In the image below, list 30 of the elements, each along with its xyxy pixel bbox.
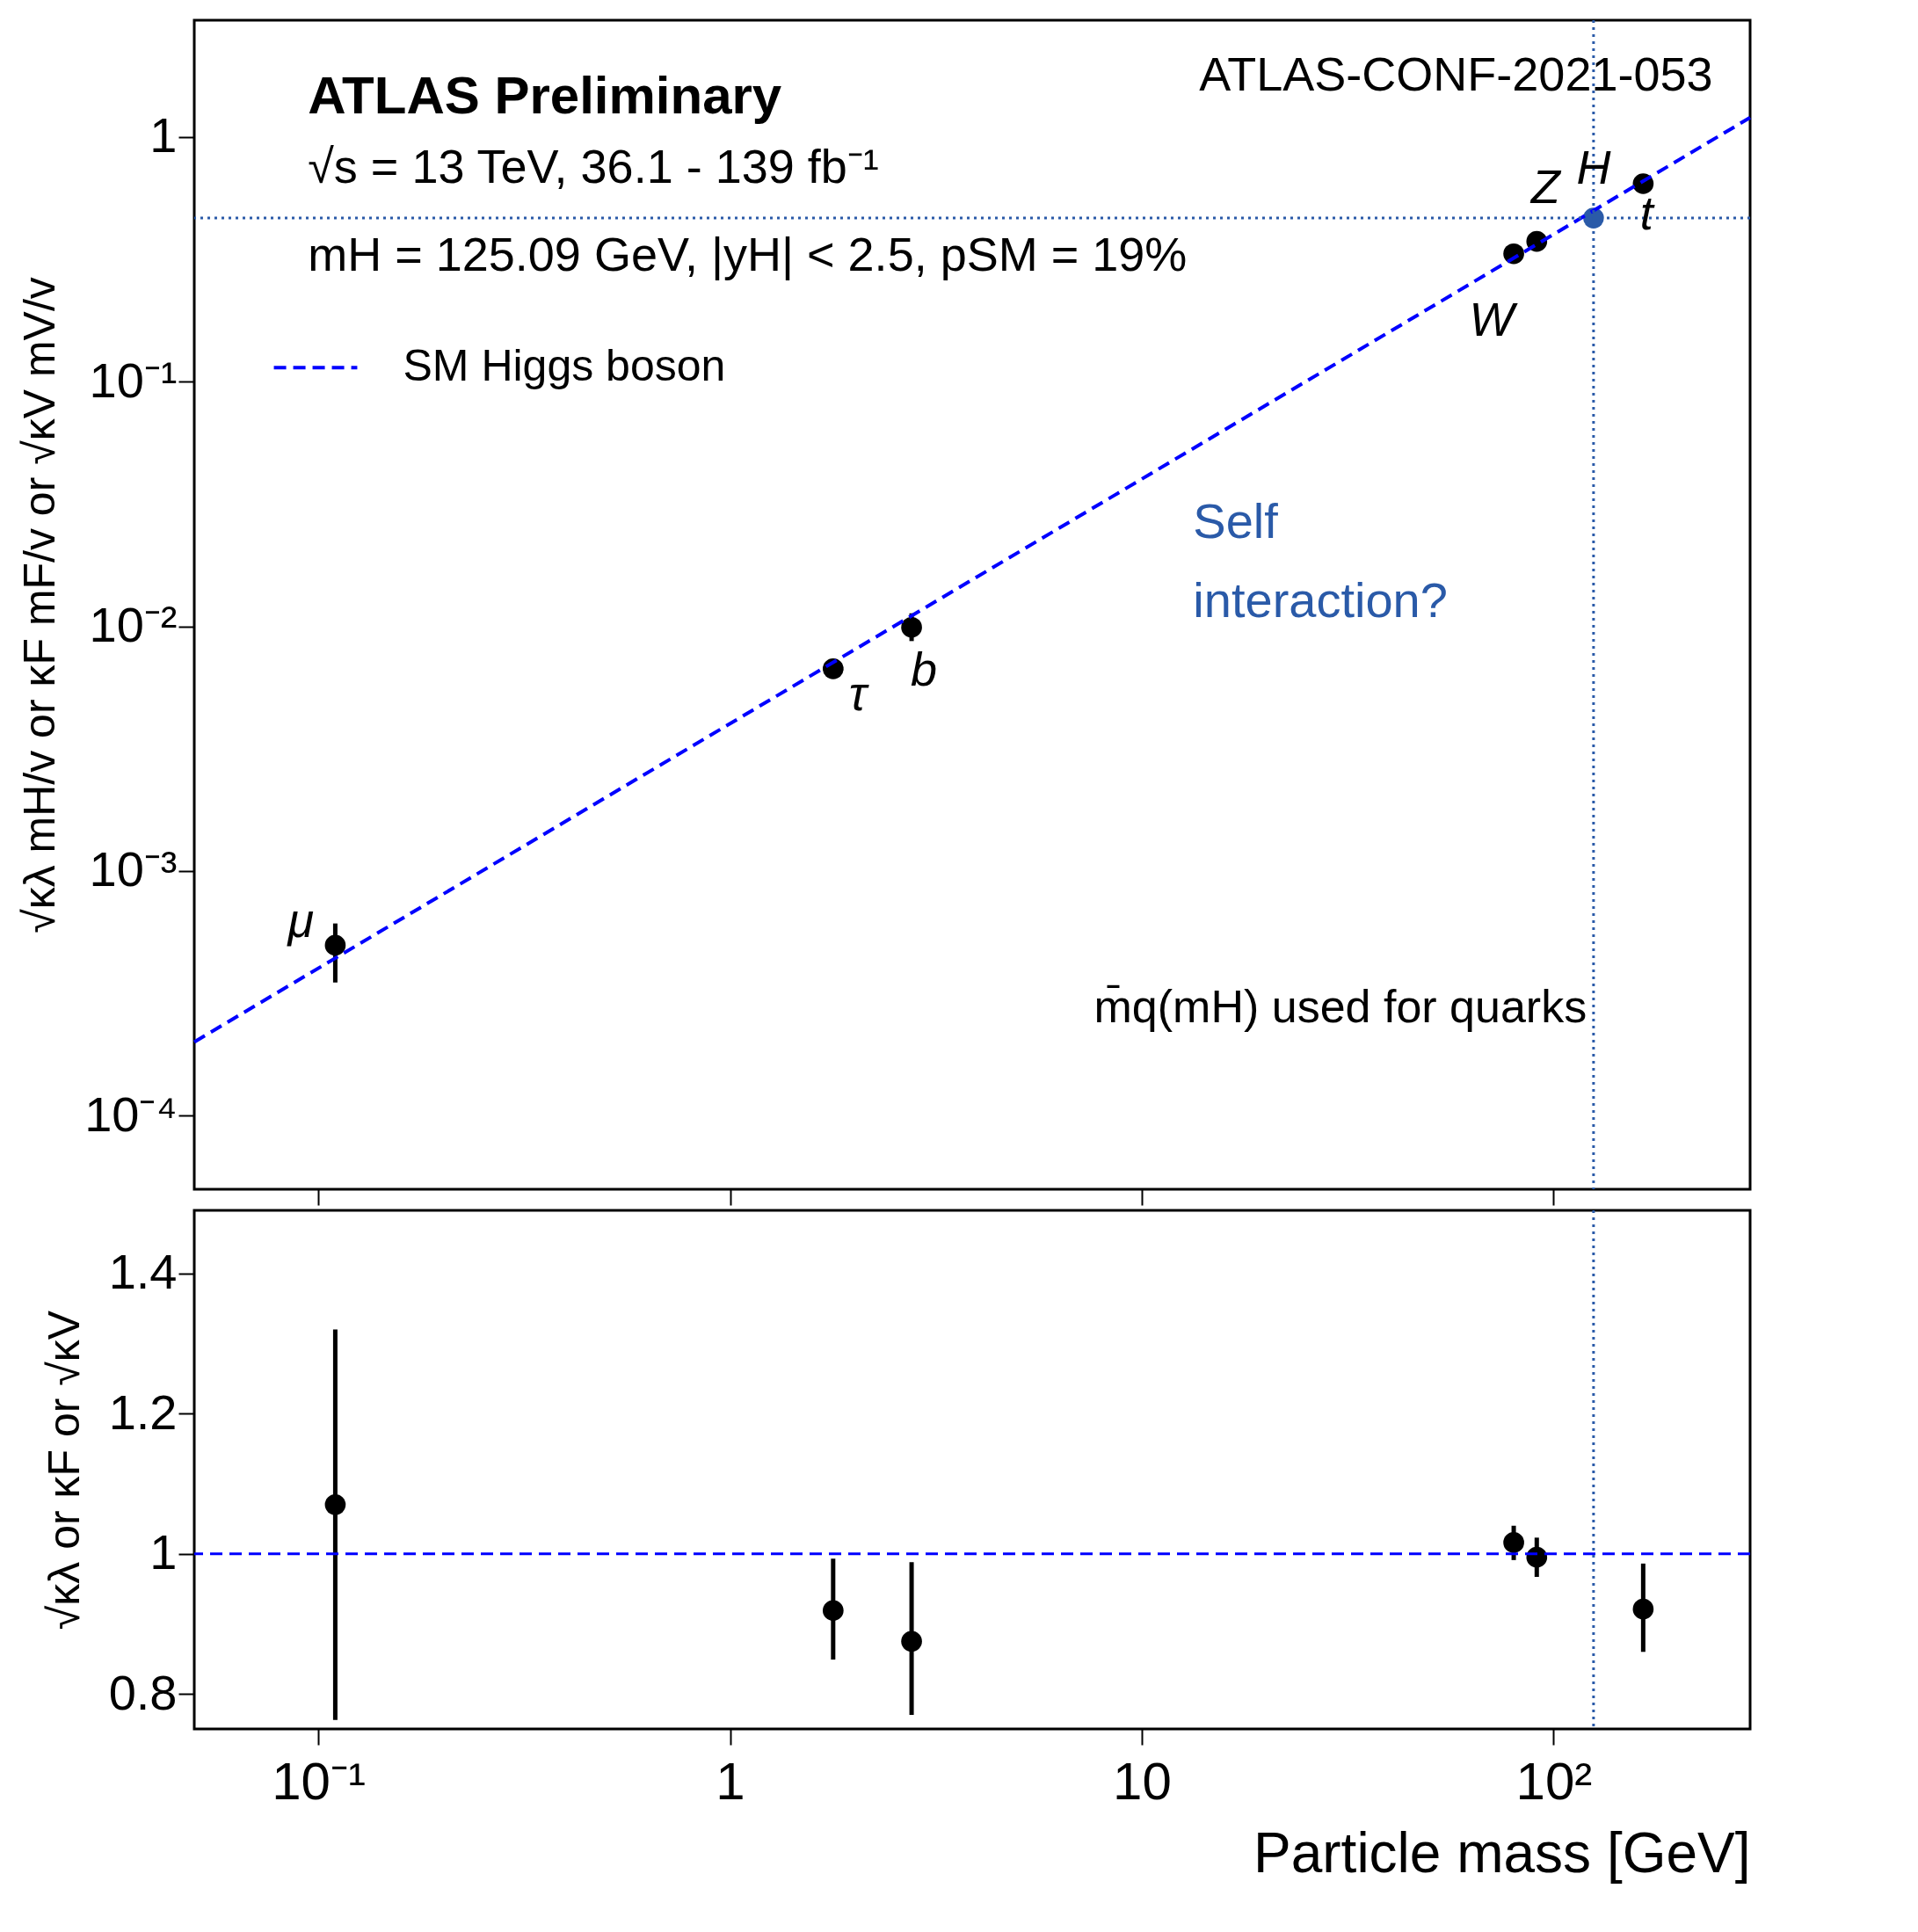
y-tick-label: 1.2 bbox=[108, 1384, 178, 1440]
y-tick-label: 10⁻⁴ bbox=[84, 1086, 178, 1142]
y-tick-label: 0.8 bbox=[108, 1664, 178, 1720]
y-tick-label: 10⁻¹ bbox=[89, 352, 178, 408]
annotation: μ bbox=[286, 894, 315, 948]
x-tick-label: 10 bbox=[1113, 1751, 1172, 1811]
x-tick-label: 10² bbox=[1515, 1751, 1593, 1811]
annotation: W bbox=[1469, 292, 1519, 345]
x-tick-label: 1 bbox=[716, 1751, 745, 1811]
annotation: τ bbox=[848, 666, 869, 720]
y-tick-label: 1.4 bbox=[108, 1244, 178, 1300]
annotation: m̄q(mH) used for quarks bbox=[1093, 980, 1587, 1032]
y-axis-title: √κλ or κF or √κV bbox=[39, 1310, 89, 1631]
x-axis-title: Particle mass [GeV] bbox=[1253, 1820, 1751, 1885]
annotation: ATLAS Preliminary bbox=[308, 65, 782, 125]
y-axis-title: √κλ mH/v or κF mF/v or √κV mV/v bbox=[15, 277, 65, 933]
y-tick-label: 10⁻² bbox=[89, 597, 178, 653]
annotation: t bbox=[1639, 186, 1655, 239]
y-tick-label: 10⁻³ bbox=[89, 841, 178, 897]
annotation: b bbox=[911, 642, 938, 695]
y-tick-label: 1 bbox=[149, 1524, 178, 1580]
annotation: H bbox=[1576, 141, 1612, 194]
annotation: √s = 13 TeV, 36.1 - 139 fb⁻¹ bbox=[308, 139, 879, 192]
y-tick-label: 1 bbox=[149, 107, 178, 163]
annotation: Z bbox=[1529, 159, 1562, 213]
annotation: Self interaction? bbox=[1193, 492, 1448, 628]
annotation: mH = 125.09 GeV, |yH| < 2.5, pSM = 19% bbox=[308, 227, 1188, 280]
annotation: ATLAS-CONF-2021-053 bbox=[1199, 47, 1713, 100]
x-tick-label: 10⁻¹ bbox=[272, 1751, 366, 1811]
legend-label: SM Higgs boson bbox=[403, 341, 726, 391]
